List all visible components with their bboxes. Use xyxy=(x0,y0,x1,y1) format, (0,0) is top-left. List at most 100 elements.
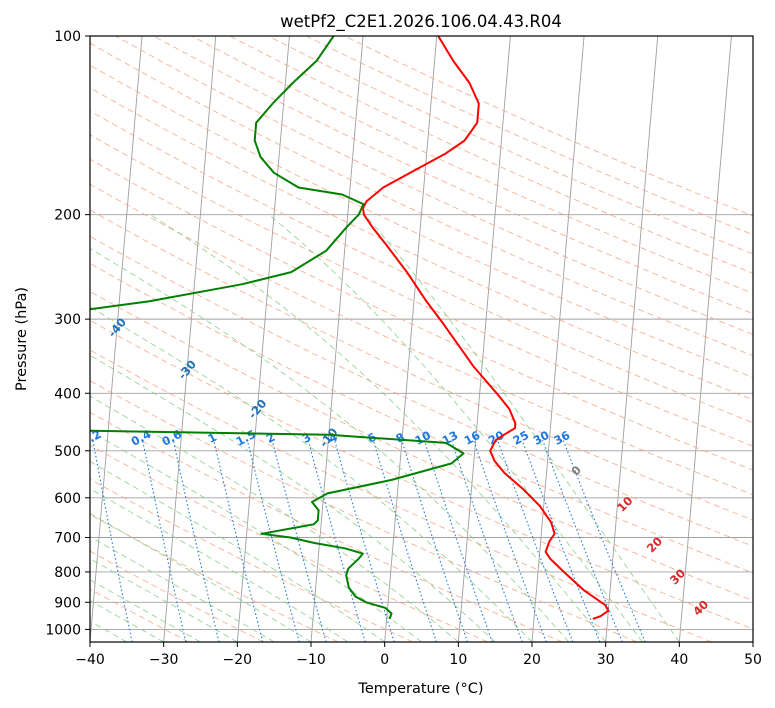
mixing-ratio-label: 20 xyxy=(486,428,507,448)
moist-adiabat-line xyxy=(90,513,312,642)
y-axis-ticks: 100 200 300 400 500 600 700 800 900 1000 xyxy=(45,29,90,638)
dry-adiabat-line xyxy=(90,158,753,471)
x-tick-label: −10 xyxy=(296,652,326,668)
dry-adiabat-line xyxy=(90,183,753,496)
isotherm-label: -20 xyxy=(245,396,269,421)
y-tick-label: 900 xyxy=(54,595,81,611)
mixing-ratio-line xyxy=(542,440,623,642)
moist-adiabat-line xyxy=(90,488,349,642)
x-tick-label: −30 xyxy=(149,652,179,668)
moist-adiabat-line xyxy=(90,354,496,642)
mixing-ratio-line xyxy=(473,440,547,642)
y-axis-label: Pressure (hPa) xyxy=(14,287,30,391)
dry-adiabat-line xyxy=(90,209,753,521)
dry-adiabat-line xyxy=(90,291,753,602)
mixing-ratio-line xyxy=(213,440,264,642)
y-tick-label: 700 xyxy=(54,531,81,547)
mixing-ratio-label: 36 xyxy=(551,428,572,448)
mixing-ratio-line xyxy=(172,440,220,642)
y-tick-label: 800 xyxy=(54,565,81,581)
mixing-ratio-lines xyxy=(92,440,646,642)
mixing-ratio-label: 25 xyxy=(510,428,531,448)
mixing-ratio-label: 30 xyxy=(531,428,552,448)
x-tick-label: 40 xyxy=(670,652,688,668)
mixing-ratio-label: 0.1 xyxy=(32,427,57,449)
isotherm-line xyxy=(752,636,753,642)
mixing-ratio-labels: 0.1 0.2 0.4 0.6 1 1.5 2 3 4 6 8 10 13 16 20 25 30 36 xyxy=(32,427,572,449)
dry-adiabat-line xyxy=(344,36,753,217)
x-tick-label: 50 xyxy=(744,652,762,668)
moist-adiabat-line xyxy=(90,247,570,642)
mixing-ratio-line xyxy=(142,440,187,642)
plot-area: -100-90-80-70-60-50-40-30-20-10 0.10.20.… xyxy=(32,36,753,642)
moist-adiabat-line xyxy=(90,536,275,642)
mixing-ratio-line xyxy=(562,440,646,642)
mixing-ratio-line xyxy=(307,440,366,642)
y-tick-label: 200 xyxy=(54,208,81,224)
wet-adiabat-label: 30 xyxy=(667,566,688,587)
dry-adiabat-line xyxy=(90,513,339,642)
isotherm-label: -50 xyxy=(36,266,60,291)
mixing-ratio-line xyxy=(92,440,133,642)
y-tick-label: 500 xyxy=(54,444,81,460)
wet-adiabat-label: 0 xyxy=(568,463,584,479)
mixing-ratio-label: 8 xyxy=(393,430,407,446)
x-axis-label: Temperature (°C) xyxy=(357,681,483,697)
moist-adiabat-line xyxy=(364,214,680,642)
dry-adiabat-line xyxy=(153,36,753,315)
dry-adiabat-line xyxy=(90,262,753,574)
moist-adiabat-line xyxy=(90,558,238,642)
y-tick-label: 400 xyxy=(54,386,81,402)
isotherm-line xyxy=(310,36,364,642)
mixing-ratio-line xyxy=(271,440,327,642)
mixing-ratio-line xyxy=(246,440,300,642)
y-tick-label: 600 xyxy=(54,491,81,507)
y-tick-label: 1000 xyxy=(45,622,81,638)
x-axis-ticks: −40 −30 −20 −10 0 10 20 30 40 50 xyxy=(75,642,762,668)
mixing-ratio-label: 0.4 xyxy=(129,427,154,449)
moist-adiabat-line xyxy=(90,306,533,642)
isotherm-line xyxy=(531,36,585,642)
moist-adiabats xyxy=(90,214,680,642)
temperature-profile-line xyxy=(362,36,610,620)
x-tick-label: 0 xyxy=(380,652,389,668)
mixing-ratio-line xyxy=(423,440,493,642)
isotherm-line xyxy=(605,36,659,642)
y-tick-label: 300 xyxy=(54,312,81,328)
chart-title: wetPf2_C2E1.2026.106.04.43.R04 xyxy=(280,12,562,32)
x-tick-label: 30 xyxy=(597,652,615,668)
pressure-gridlines xyxy=(90,36,753,630)
isotherm-label: -30 xyxy=(175,357,199,382)
isotherm-lines xyxy=(90,36,753,642)
mixing-ratio-label: 3 xyxy=(300,430,314,446)
moist-adiabat-line xyxy=(268,214,643,642)
isotherm-line xyxy=(384,36,438,642)
dry-adiabat-line xyxy=(90,444,488,642)
dry-adiabat-line xyxy=(90,235,753,547)
moist-adiabat-line xyxy=(90,461,385,642)
mixing-ratio-label: 10 xyxy=(412,428,433,448)
x-tick-label: 20 xyxy=(523,652,541,668)
dry-adiabats xyxy=(90,36,753,642)
dry-adiabat-line xyxy=(90,42,753,357)
isotherm-line xyxy=(457,36,511,642)
isotherm-line xyxy=(678,36,732,642)
isotherm-line xyxy=(236,36,290,642)
wet-adiabat-label: 40 xyxy=(690,597,711,618)
wet-adiabat-label: 10 xyxy=(614,494,635,515)
isotherm-line xyxy=(90,36,143,642)
mixing-ratio-label: 2 xyxy=(264,430,278,446)
moist-adiabat-line xyxy=(150,214,607,642)
dry-adiabat-line xyxy=(90,550,264,642)
dry-adiabat-line xyxy=(90,478,414,642)
y-tick-label: 100 xyxy=(54,29,81,45)
mixing-ratio-label: 16 xyxy=(462,428,483,448)
dry-adiabat-line xyxy=(90,87,753,401)
dry-adiabat-line xyxy=(90,64,753,379)
dewpoint-profile-line xyxy=(90,36,465,620)
moist-adiabat-line xyxy=(90,395,459,642)
mixing-ratio-line xyxy=(450,440,523,642)
mixing-ratio-line xyxy=(334,440,395,642)
plot-frame xyxy=(89,35,754,643)
